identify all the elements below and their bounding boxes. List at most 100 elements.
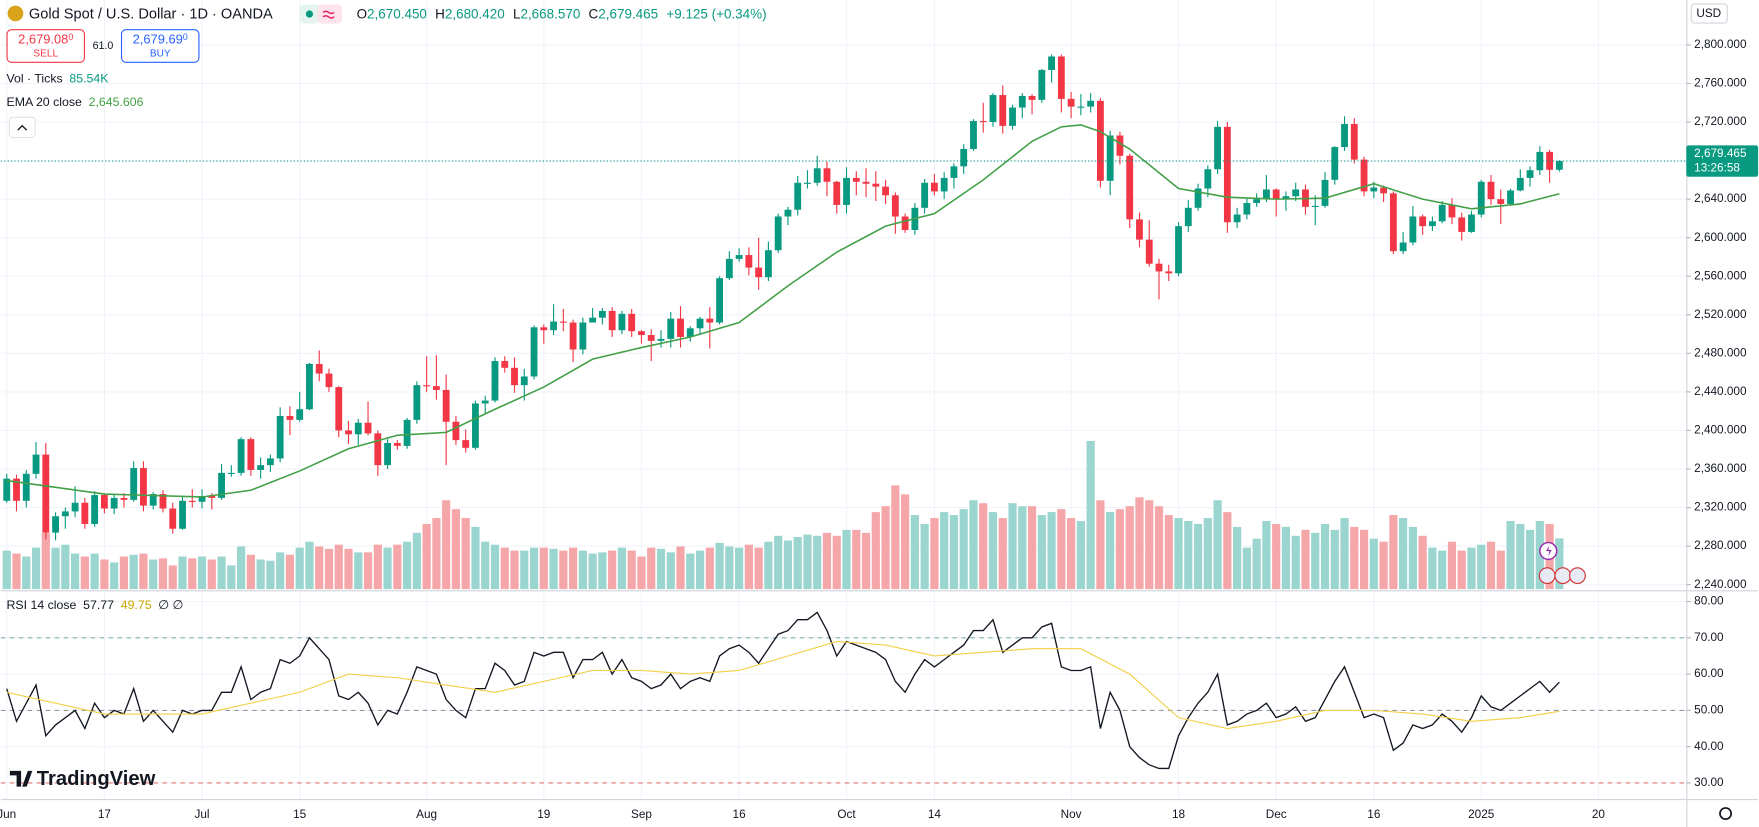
candle-body bbox=[1458, 217, 1466, 232]
x-tick-label: Jul bbox=[195, 808, 210, 821]
countdown-label: 13:26:58 bbox=[1694, 161, 1740, 174]
candle-body bbox=[22, 473, 30, 501]
adjust-pill[interactable] bbox=[317, 4, 343, 24]
sell-button[interactable] bbox=[6, 29, 86, 63]
candle-body bbox=[1175, 226, 1182, 274]
volume-bar bbox=[1350, 526, 1359, 590]
ohlc-readout: O2,670.450 H2,680.420 L2,668.570 C2,679.… bbox=[357, 6, 767, 21]
rsi-legend[interactable]: RSI 14 close 57.77 49.75 ∅ ∅ bbox=[6, 598, 183, 612]
volume-bar bbox=[168, 565, 177, 590]
y-tick-label: 2,760.000 bbox=[1694, 77, 1747, 90]
volume-bar bbox=[22, 556, 31, 590]
candle-body bbox=[1468, 214, 1475, 232]
buy-button[interactable] bbox=[120, 29, 200, 63]
candle-body bbox=[1018, 96, 1026, 108]
volume-bar bbox=[295, 547, 304, 590]
candle-body bbox=[266, 458, 274, 466]
event-flag[interactable] bbox=[1554, 567, 1572, 585]
candle-body bbox=[257, 465, 265, 470]
mark-layer bbox=[0, 54, 1687, 770]
volume-bar bbox=[1076, 520, 1085, 590]
candle-body bbox=[833, 181, 841, 205]
ohlc-key: H bbox=[435, 6, 445, 21]
candle-body bbox=[813, 168, 821, 183]
candle-body bbox=[882, 186, 889, 196]
volume-bar bbox=[1408, 526, 1417, 590]
candle-body bbox=[1165, 271, 1173, 274]
volume-bar bbox=[695, 550, 705, 590]
collapse-button[interactable] bbox=[8, 116, 36, 139]
candle-body bbox=[432, 386, 440, 390]
candle-body bbox=[559, 321, 567, 323]
volume-bar bbox=[920, 523, 929, 590]
candle-body bbox=[901, 216, 909, 230]
candle-body bbox=[452, 421, 460, 441]
candle-body bbox=[1145, 239, 1153, 264]
volume-bar bbox=[422, 523, 431, 590]
volume-bar bbox=[598, 552, 607, 590]
volume-bar bbox=[129, 554, 138, 590]
candle-body bbox=[1526, 170, 1534, 178]
currency-button[interactable] bbox=[1690, 3, 1728, 24]
candle-body bbox=[647, 335, 655, 341]
volume-bar bbox=[1184, 520, 1193, 590]
event-flag[interactable] bbox=[1538, 567, 1556, 585]
x-tick-label: 2025 bbox=[1468, 808, 1495, 821]
volume-bar bbox=[578, 550, 587, 590]
x-tick-label: Dec bbox=[1266, 808, 1287, 821]
grid-layer bbox=[0, 0, 1687, 799]
candle-body bbox=[999, 95, 1007, 126]
candle-body bbox=[755, 267, 763, 278]
volume-bar bbox=[647, 547, 656, 590]
candle-body bbox=[1311, 205, 1319, 208]
logo-text[interactable]: TradingView bbox=[37, 768, 156, 790]
volume-bar bbox=[1330, 529, 1339, 590]
candle-body bbox=[1272, 189, 1280, 200]
volume-bar bbox=[559, 550, 568, 590]
x-tick-label: Sep bbox=[631, 808, 652, 821]
candle-body bbox=[315, 363, 323, 374]
candle-body bbox=[1028, 96, 1036, 100]
volume-bar bbox=[1320, 523, 1330, 590]
candle-body bbox=[325, 373, 333, 388]
volume-bar bbox=[276, 552, 285, 590]
settings-button[interactable] bbox=[1719, 807, 1733, 820]
volume-bar bbox=[774, 535, 783, 590]
volume-bar bbox=[1438, 550, 1447, 590]
volume-bar bbox=[979, 503, 988, 590]
candle-body bbox=[1253, 199, 1261, 203]
legend-name: Vol · Ticks bbox=[6, 72, 62, 86]
legend-value: 49.75 bbox=[121, 598, 152, 612]
candle-body bbox=[725, 258, 733, 279]
volume-bar bbox=[1203, 518, 1212, 590]
volume-bar bbox=[1145, 500, 1154, 590]
change: +9.125 (+0.34%) bbox=[666, 6, 766, 21]
volume-legend[interactable]: Vol · Ticks 85.54K bbox=[6, 72, 109, 86]
volume-bar bbox=[1525, 529, 1535, 590]
volume-bar bbox=[100, 559, 109, 590]
y-tick-label: 2,800.000 bbox=[1694, 38, 1747, 51]
candle-body bbox=[872, 183, 880, 187]
ema-legend[interactable]: EMA 20 close 2,645.606 bbox=[6, 96, 143, 110]
x-tick-label: Oct bbox=[837, 808, 856, 821]
volume-bar bbox=[1047, 512, 1056, 590]
volume-bar bbox=[1233, 526, 1242, 590]
candle-body bbox=[1516, 177, 1524, 191]
volume-bar bbox=[90, 553, 99, 590]
candle-body bbox=[1057, 56, 1065, 99]
volume-bar bbox=[393, 544, 402, 590]
volume-bar bbox=[539, 547, 548, 590]
volume-bar bbox=[373, 544, 382, 590]
volume-bar bbox=[1389, 515, 1398, 590]
volume-bar bbox=[813, 535, 822, 590]
candle-body bbox=[100, 495, 108, 509]
volume-bar bbox=[217, 556, 226, 590]
symbol-title[interactable]: Gold Spot / U.S. Dollar · 1D · OANDA bbox=[29, 6, 273, 22]
volume-bar bbox=[1067, 518, 1076, 590]
volume-bar bbox=[891, 485, 900, 590]
event-flag[interactable] bbox=[1569, 567, 1586, 585]
candle-body bbox=[1048, 56, 1056, 70]
ohlc-key: O bbox=[357, 6, 367, 21]
candle-body bbox=[32, 454, 40, 474]
y-tick-label: 2,360.000 bbox=[1694, 462, 1747, 475]
